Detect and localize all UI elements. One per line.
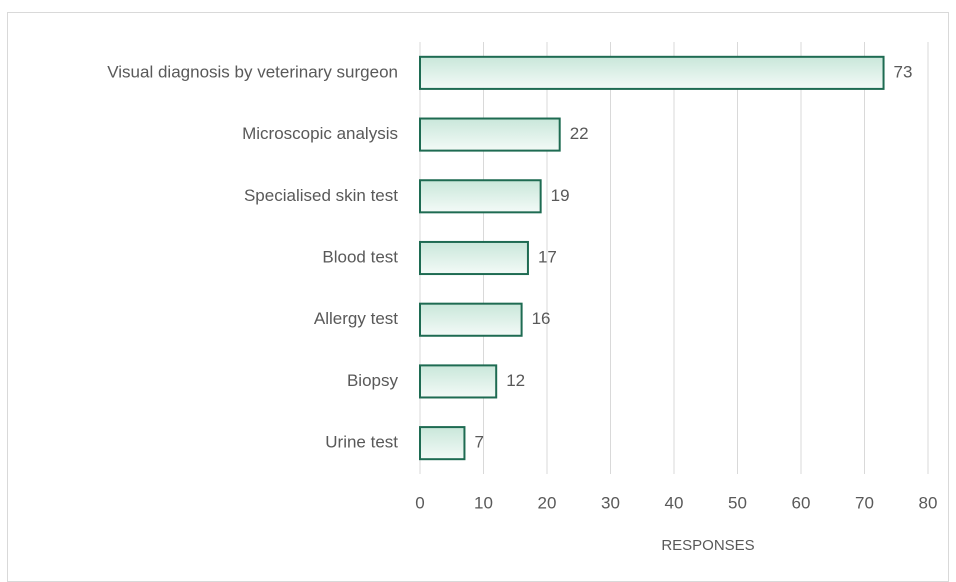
y-tick-label: Urine test [325, 433, 398, 452]
data-label: 73 [894, 62, 913, 81]
bar [419, 55, 885, 90]
y-tick-label: Visual diagnosis by veterinary surgeon [107, 62, 398, 81]
x-tick-label: 40 [665, 493, 684, 512]
y-tick-label: Microscopic analysis [242, 124, 398, 143]
data-label: 7 [474, 433, 483, 452]
x-tick-label: 70 [855, 493, 874, 512]
data-label: 19 [551, 186, 570, 205]
y-tick-label: Blood test [322, 247, 398, 266]
data-label: 17 [538, 247, 557, 266]
bar [419, 117, 561, 152]
data-label: 16 [532, 309, 551, 328]
data-label: 22 [570, 124, 589, 143]
x-tick-label: 0 [415, 493, 424, 512]
y-tick-label: Biopsy [347, 371, 399, 390]
x-tick-label: 20 [538, 493, 557, 512]
y-tick-label: Allergy test [314, 309, 398, 328]
bar [419, 364, 498, 399]
x-tick-label: 60 [792, 493, 811, 512]
data-label: 12 [506, 371, 525, 390]
bar [419, 240, 529, 276]
x-axis-label: RESPONSES [661, 537, 754, 554]
bar [419, 302, 523, 337]
chart-border [7, 12, 949, 582]
x-tick-label: 30 [601, 493, 620, 512]
bar [419, 179, 542, 214]
x-tick-label: 10 [474, 493, 493, 512]
y-tick-label: Specialised skin test [244, 186, 398, 205]
bar [419, 426, 466, 461]
x-tick-label: 80 [919, 493, 938, 512]
x-tick-label: 50 [728, 493, 747, 512]
